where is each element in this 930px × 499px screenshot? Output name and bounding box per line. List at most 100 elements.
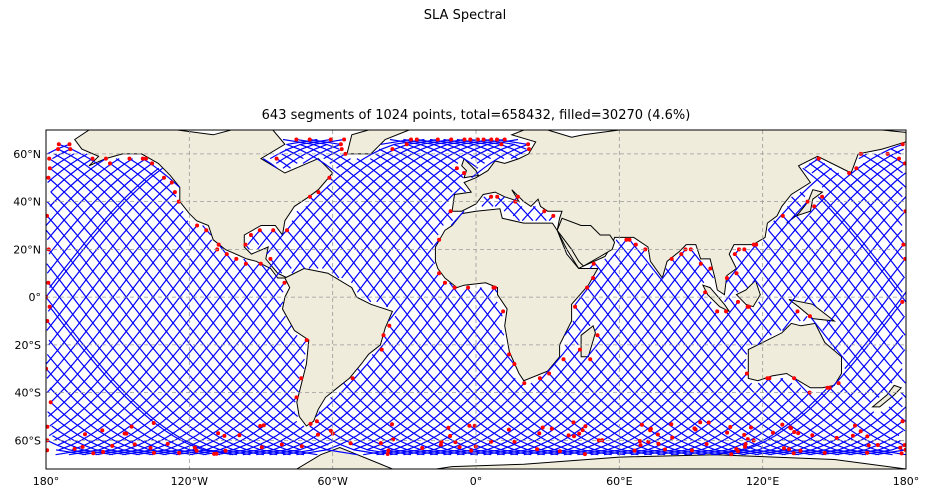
filled-point [46, 319, 50, 323]
track-segment [109, 162, 300, 379]
track-segment [786, 205, 904, 350]
track-segment [393, 143, 467, 193]
filled-point [150, 161, 155, 166]
filled-point [853, 423, 857, 428]
track-segment [799, 191, 806, 198]
track-segment [291, 220, 340, 279]
track-segment [804, 158, 820, 169]
filled-point [577, 347, 582, 352]
track-segment [900, 392, 906, 398]
filled-point [80, 444, 85, 449]
track-segment [218, 244, 306, 355]
track-segment [724, 201, 808, 303]
track-segment [768, 368, 903, 456]
filled-point [47, 166, 52, 171]
filled-point [751, 242, 756, 247]
latitude-tick-label: 20°S [15, 339, 41, 352]
track-segment [149, 339, 308, 456]
filled-point [847, 171, 852, 175]
track-segment [46, 162, 153, 274]
filled-point [258, 261, 263, 266]
track-segment [46, 158, 133, 241]
filled-point [698, 261, 703, 266]
longitude-tick-label: 120°W [171, 475, 208, 488]
filled-point [792, 430, 797, 434]
track-segment [46, 167, 163, 298]
track-segment [383, 334, 545, 456]
satellite-tracks [46, 138, 906, 456]
track-segment [329, 177, 626, 456]
track-segment [388, 263, 434, 322]
filled-point [282, 280, 287, 285]
filled-point [328, 137, 333, 142]
filled-point [140, 156, 145, 161]
track-segment [563, 306, 749, 456]
filled-point [734, 447, 739, 451]
filled-point [537, 376, 542, 381]
track-segment [352, 311, 504, 451]
filled-point [638, 443, 643, 448]
filled-point [588, 357, 593, 362]
track-segment [450, 210, 465, 226]
filled-point [834, 435, 839, 440]
track-segment [286, 143, 639, 456]
latitude-tick-label: 20°N [13, 243, 41, 256]
filled-point [522, 381, 527, 386]
filled-point [566, 433, 571, 438]
track-segment [46, 368, 180, 456]
track-segment [535, 210, 545, 222]
track-segment [48, 158, 329, 446]
filled-point [285, 228, 289, 233]
track-segment [376, 363, 515, 456]
track-segment [843, 277, 905, 355]
track-segment [503, 196, 519, 212]
filled-point [491, 285, 496, 290]
track-segment [285, 148, 304, 160]
track-segment [811, 162, 826, 174]
filled-point [91, 451, 96, 456]
track-segment [250, 234, 260, 245]
track-segment [736, 272, 749, 288]
track-segment [539, 377, 666, 456]
track-segment [356, 172, 465, 293]
filled-point [495, 137, 499, 142]
track-segment [844, 291, 906, 370]
filled-point [728, 425, 733, 429]
track-segment [296, 138, 340, 150]
filled-point [812, 204, 817, 209]
track-segment [276, 158, 291, 169]
longitude-tick-label: 180° [33, 475, 60, 488]
track-segment [813, 205, 905, 317]
track-segment [577, 158, 900, 456]
track-segment [269, 138, 331, 160]
landmass-south-america [281, 267, 394, 427]
filled-point [639, 422, 644, 427]
track-segment [309, 196, 585, 456]
track-segment [725, 244, 757, 284]
track-segment [470, 143, 502, 160]
filled-point [268, 256, 273, 261]
filled-point [810, 433, 815, 438]
track-segment [282, 143, 328, 169]
filled-point [547, 371, 552, 376]
filled-point [68, 147, 73, 152]
track-segment [242, 282, 446, 456]
filled-point [475, 137, 480, 142]
filled-point [343, 151, 348, 156]
filled-point [725, 430, 730, 435]
track-segment [780, 377, 906, 456]
track-segment [286, 229, 319, 269]
filled-point [243, 261, 248, 266]
filled-point [698, 420, 703, 425]
track-segment [46, 354, 194, 456]
track-segment [366, 186, 462, 298]
track-segment [260, 263, 284, 293]
track-segment [537, 311, 718, 456]
track-segment [838, 382, 900, 437]
filled-point [248, 233, 253, 237]
track-segment [590, 162, 906, 456]
track-segment [890, 148, 902, 155]
filled-point [780, 213, 785, 218]
filled-point [897, 156, 901, 161]
track-segment [802, 315, 808, 322]
